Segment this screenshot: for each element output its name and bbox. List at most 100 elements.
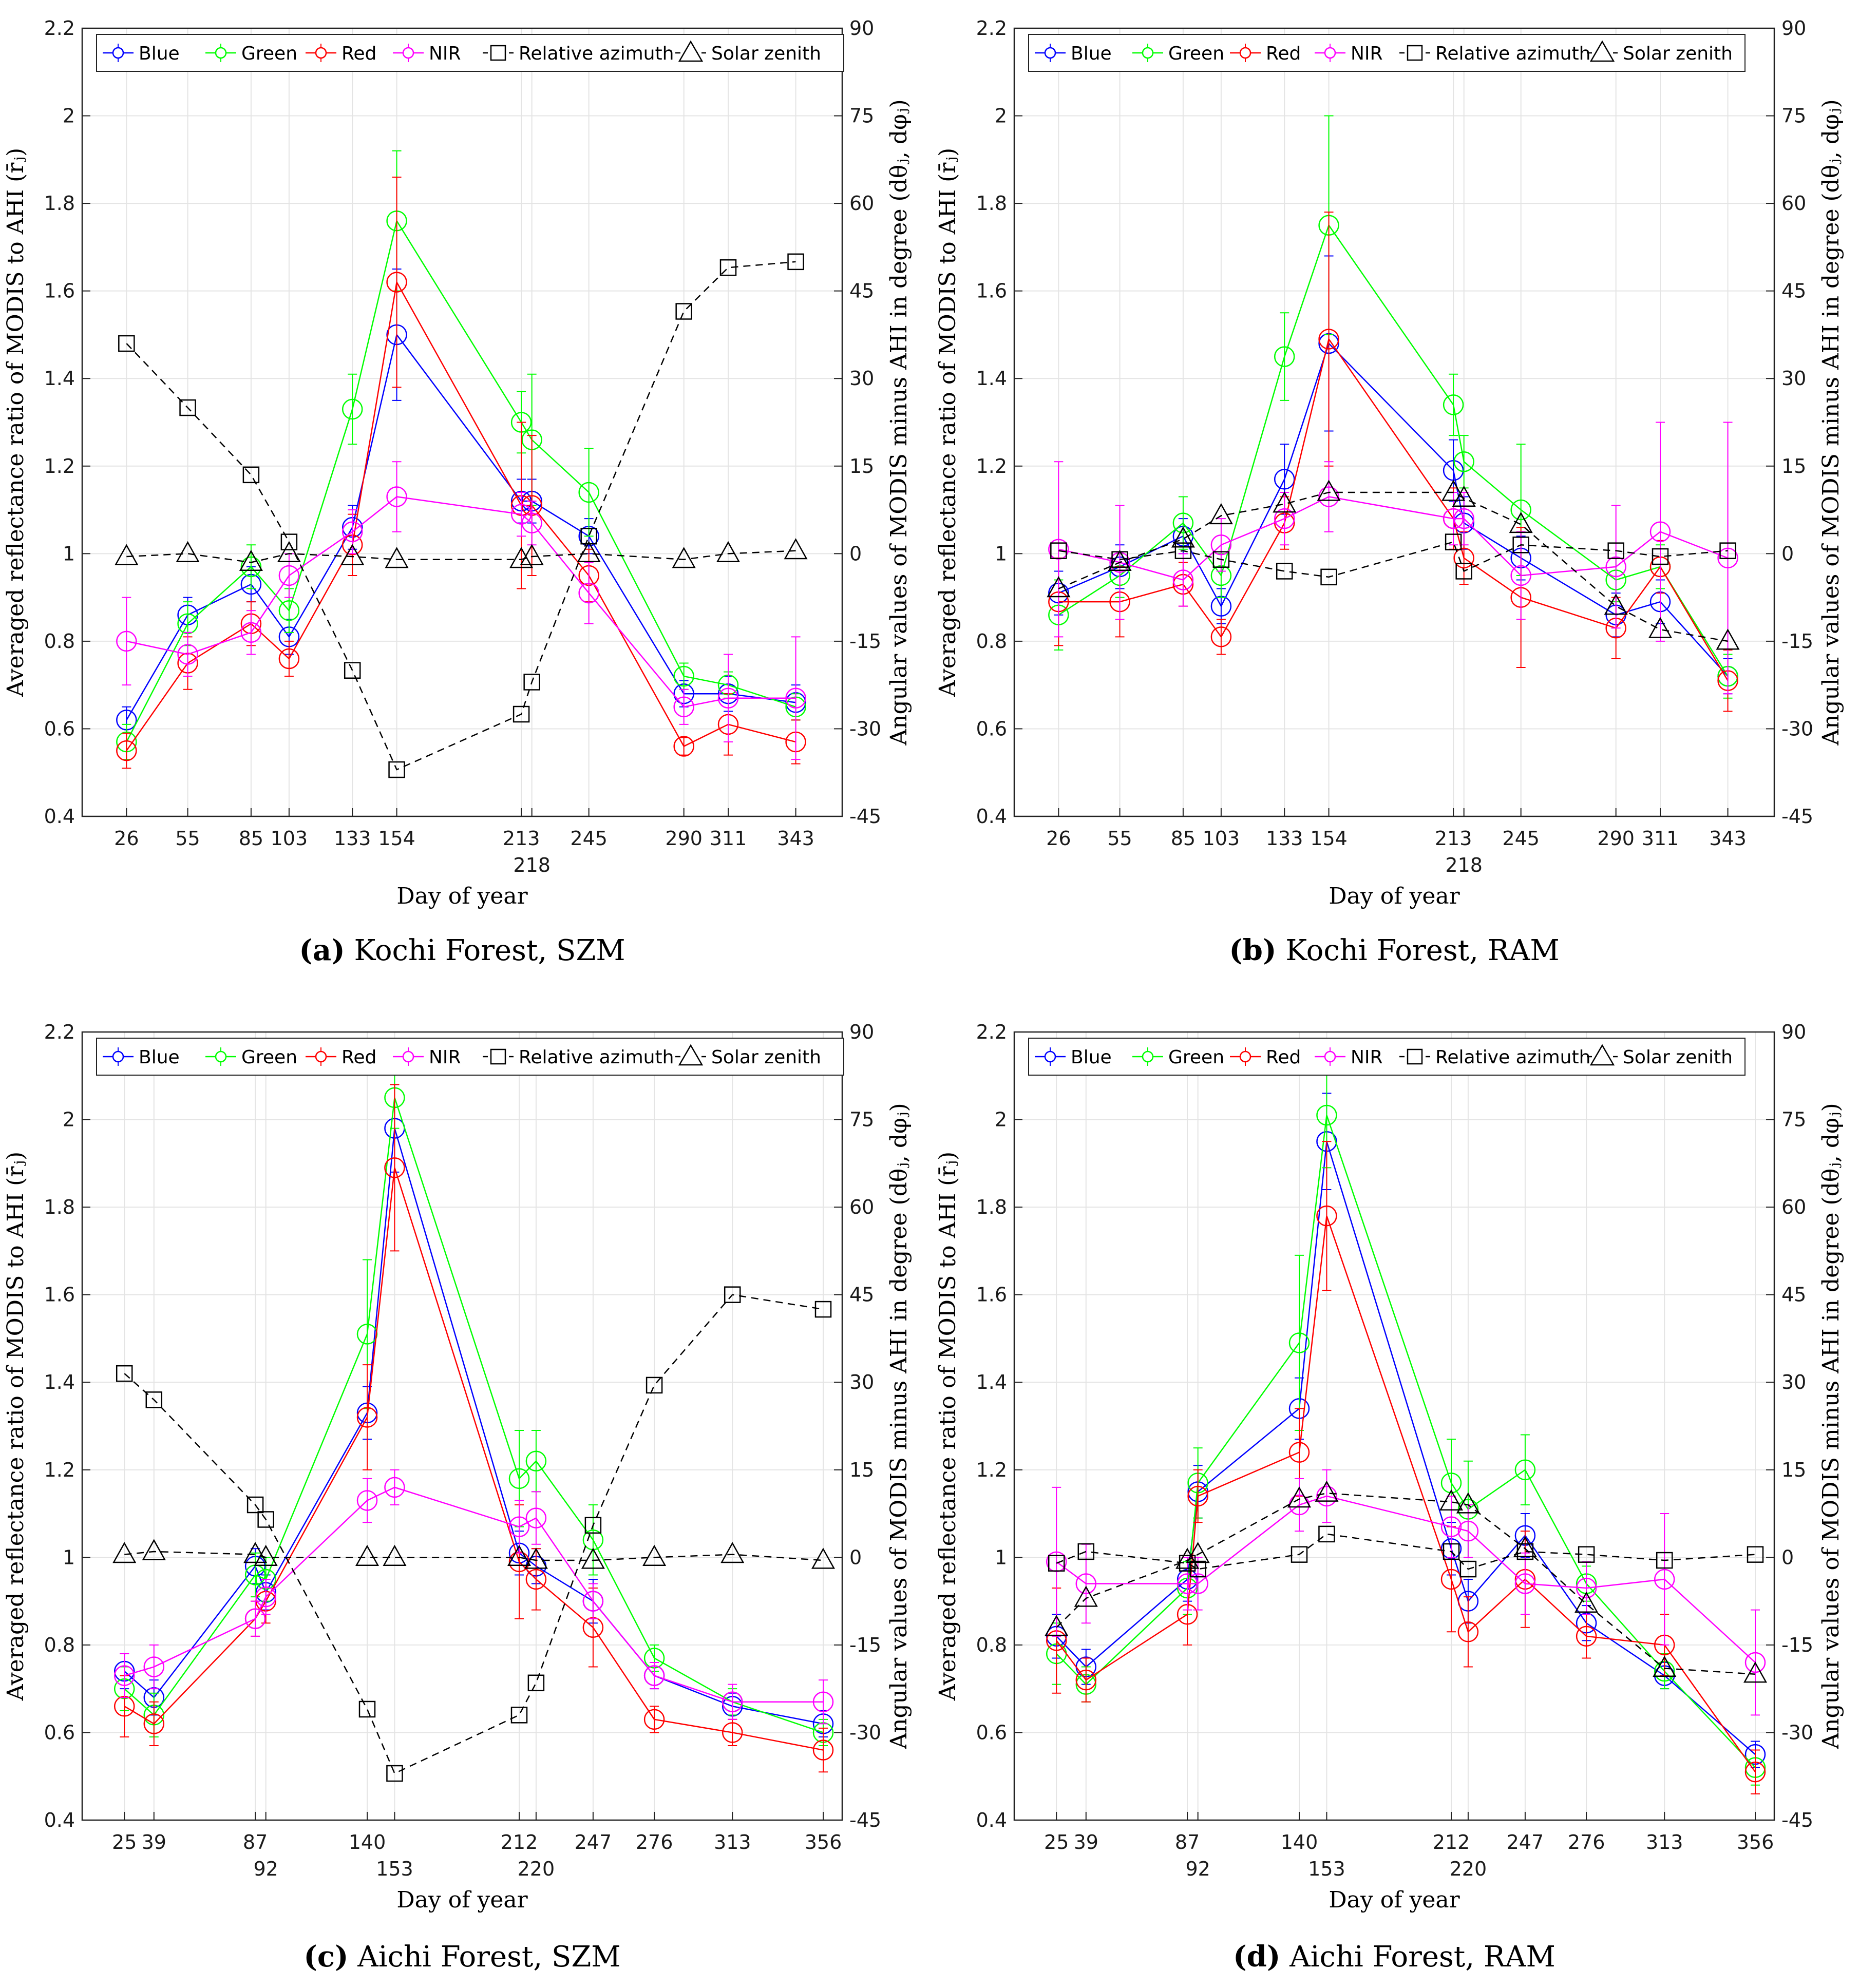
legend-label: Relative azimuth (519, 43, 674, 64)
data-point-circle (1654, 1569, 1675, 1590)
data-point-circle (1605, 556, 1626, 578)
data-point-circle (508, 1468, 530, 1489)
data-point-circle (278, 565, 300, 586)
x-tick-label: 153 (1308, 1858, 1345, 1880)
legend-label: Solar zenith (711, 1047, 821, 1068)
legend-entry: Solar zenith (1587, 40, 1733, 64)
data-point-circle (1177, 1573, 1198, 1594)
data-point-triangle (340, 544, 365, 565)
data-point-triangle (1456, 1492, 1480, 1514)
data-point-triangle (1074, 1585, 1098, 1607)
legend-label: Red (1266, 1047, 1301, 1068)
x-tick-label: 39 (142, 1831, 166, 1853)
legend-label: Solar zenith (1623, 1047, 1733, 1068)
data-point-circle (673, 696, 694, 718)
y2-tick-label: 60 (849, 192, 874, 215)
data-point-triangle (672, 547, 696, 568)
data-point-circle (240, 622, 262, 643)
data-point-circle (386, 486, 407, 507)
x-tick-label: 311 (710, 827, 747, 850)
y-tick-label: 1.2 (44, 1459, 75, 1481)
data-point-circle (1316, 1205, 1337, 1227)
plot-area (82, 1032, 842, 1820)
data-point-circle (278, 600, 300, 621)
y2-tick-label: 75 (849, 105, 874, 127)
x-tick-label: 247 (1507, 1831, 1544, 1853)
x-tick-label: 26 (114, 827, 139, 850)
series-solar-zenith (1045, 1480, 1768, 1683)
data-point-triangle (385, 547, 409, 568)
y2-tick-label: 30 (849, 367, 874, 390)
legend-entry: Solar zenith (675, 40, 821, 64)
caption-text: Kochi Forest, RAM (1276, 934, 1559, 967)
data-point-triangle (383, 1544, 407, 1566)
series-line (124, 1294, 824, 1774)
y-tick-label: 1 (995, 542, 1007, 565)
data-point-square (179, 399, 196, 416)
y2-tick-label: -30 (1781, 1721, 1813, 1744)
y2-axis-label: Angular values of MODIS minus AHI in deg… (1818, 1103, 1844, 1749)
legend: Blue Green Red NIR Relative azimuth Solar zen… (1028, 34, 1746, 72)
y2-tick-label: -45 (849, 1809, 881, 1831)
data-point-triangle (1439, 1489, 1464, 1511)
data-point-square (145, 1391, 163, 1408)
y2-tick-label: 30 (849, 1371, 874, 1393)
legend-entry: Green (1132, 1047, 1224, 1068)
data-point-circle (1210, 534, 1232, 556)
y2-tick-label: 15 (849, 455, 874, 477)
data-point-circle (1440, 1569, 1462, 1590)
data-point-circle (1443, 394, 1464, 415)
data-point-square (1443, 1543, 1460, 1560)
y2-tick-label: 60 (1781, 192, 1806, 215)
data-point-circle (1510, 565, 1531, 586)
data-point-square (1276, 563, 1293, 580)
legend-entry: NIR (393, 43, 461, 64)
data-point-circle (116, 740, 137, 761)
data-point-square (584, 1517, 602, 1534)
data-point-square (1174, 542, 1192, 559)
data-point-triangle (239, 549, 263, 571)
data-point-circle (1440, 1473, 1462, 1494)
series-line (124, 1551, 824, 1561)
y-tick-label: 1 (63, 1546, 75, 1569)
legend-marker-circle (112, 1050, 124, 1063)
legend-label: NIR (429, 1047, 461, 1068)
data-point-circle (1440, 1516, 1462, 1537)
caption-letter: (b) (1229, 933, 1276, 967)
data-point-square (1607, 542, 1624, 559)
y-tick-label: 1.4 (976, 367, 1007, 390)
series-relative-azimuth (118, 253, 804, 778)
series-line (126, 550, 796, 563)
data-point-triangle (720, 1542, 745, 1563)
x-tick-label: 213 (503, 827, 540, 850)
legend-label: Blue (139, 43, 180, 64)
y2-tick-label: -45 (849, 805, 881, 828)
data-point-circle (578, 482, 599, 503)
plot-area (1014, 28, 1774, 816)
legend-box (96, 34, 844, 72)
y-tick-label: 0.6 (976, 1721, 1007, 1744)
data-point-circle (1316, 1485, 1337, 1507)
data-point-circle (1576, 1577, 1597, 1599)
data-point-square (510, 1707, 528, 1724)
data-point-circle (342, 521, 363, 542)
x-tick-label: 133 (1266, 827, 1303, 850)
series-line (1058, 491, 1728, 642)
series-line (126, 496, 796, 708)
data-point-square (1656, 1552, 1673, 1569)
data-point-circle (177, 644, 198, 665)
data-point-circle (1075, 1573, 1097, 1594)
x-tick-label: 87 (1175, 1831, 1200, 1853)
data-point-square (646, 1377, 663, 1394)
data-point-triangle (784, 538, 808, 560)
data-point-square (246, 1496, 264, 1514)
data-point-circle (244, 1608, 266, 1629)
y2-tick-label: -30 (1781, 717, 1813, 740)
caption-letter: (d) (1233, 1940, 1280, 1974)
data-point-circle (1172, 569, 1194, 590)
caption-letter: (c) (303, 1940, 348, 1974)
y-tick-label: 2.2 (976, 17, 1007, 40)
data-point-triangle (509, 547, 534, 568)
y-tick-label: 0.4 (976, 1809, 1007, 1831)
